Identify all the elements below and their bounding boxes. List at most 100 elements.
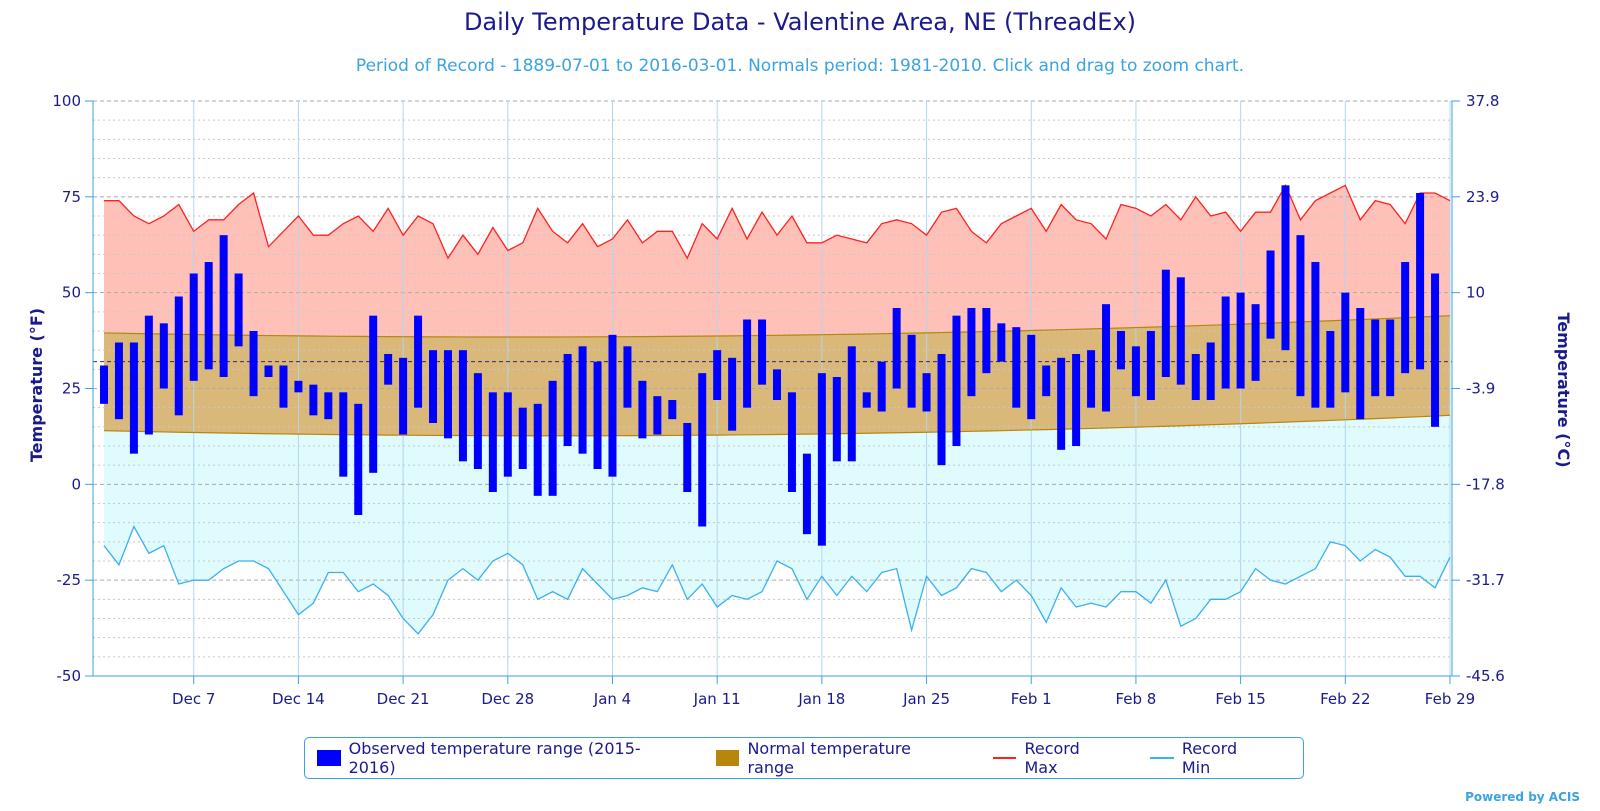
y-tick-label-right: 10 <box>1466 284 1485 302</box>
observed-bar <box>548 380 557 496</box>
observed-bar <box>1221 296 1230 389</box>
observed-bar <box>339 392 348 477</box>
x-tick-label: Feb 15 <box>1215 690 1265 708</box>
observed-bar <box>593 361 602 469</box>
observed-bar <box>533 403 542 496</box>
observed-bar <box>668 400 677 420</box>
observed-bar <box>1266 250 1275 339</box>
y-tick-label: 50 <box>62 284 81 302</box>
observed-bar <box>129 342 138 454</box>
y-tick-label: 75 <box>62 188 81 206</box>
y-tick-label-right: 37.8 <box>1466 92 1499 110</box>
observed-bar <box>159 323 168 389</box>
x-tick-label: Dec 7 <box>172 690 215 708</box>
axes: 100 75 50 25 0 -25 -50 37.8 23.9 10 -3.9 -17.8 -31.7… <box>52 92 1504 708</box>
observed-bar <box>384 354 393 385</box>
legend-label-record-min: Record Min <box>1181 739 1238 777</box>
observed-bar <box>802 453 811 535</box>
observed-bar <box>638 380 647 439</box>
legend-item-record-min[interactable]: Record Min <box>1150 739 1269 777</box>
x-tick-label: Dec 28 <box>481 690 534 708</box>
observed-bar <box>1176 277 1185 385</box>
observed-bar <box>758 319 767 385</box>
observed-bar <box>369 315 378 473</box>
observed-bar <box>324 392 333 420</box>
observed-bar <box>503 392 512 477</box>
observed-bar <box>309 384 318 416</box>
x-tick-label: Jan 4 <box>593 690 631 708</box>
observed-bar <box>1356 308 1365 420</box>
observed-bar <box>114 342 123 420</box>
y-axis-title-right: Temperature (°C) <box>1554 312 1573 467</box>
observed-bar <box>728 357 737 431</box>
observed-bar <box>683 423 692 492</box>
observed-bar <box>1236 292 1245 389</box>
legend-swatch-observed <box>317 750 341 766</box>
observed-bar <box>1161 269 1170 377</box>
x-tick-label: Dec 21 <box>377 690 430 708</box>
x-tick-label: Jan 25 <box>902 690 950 708</box>
observed-bar <box>219 235 228 377</box>
observed-bar <box>189 273 198 381</box>
observed-bar <box>698 373 707 527</box>
y-tick-label: -25 <box>57 571 82 589</box>
y-tick-label: 100 <box>52 92 81 110</box>
legend-item-observed[interactable]: Observed temperature range (2015-2016) <box>317 739 682 777</box>
observed-bar <box>892 308 901 389</box>
observed-bar <box>1072 354 1081 446</box>
observed-bar <box>773 369 781 400</box>
chart-subtitle: Period of Record - 1889-07-01 to 2016-03… <box>355 56 1245 76</box>
observed-bar <box>354 403 363 515</box>
observed-bar <box>1251 304 1260 381</box>
observed-bar <box>1386 319 1395 397</box>
observed-bar <box>399 357 408 435</box>
observed-bar <box>563 354 572 446</box>
observed-bar <box>982 308 991 374</box>
x-tick-label: Feb 8 <box>1115 690 1156 708</box>
observed-bar <box>174 296 183 416</box>
range-fills <box>104 185 1450 634</box>
observed-bar <box>578 346 587 454</box>
observed-bar <box>937 354 946 466</box>
observed-bar <box>608 334 617 477</box>
record-max-line <box>104 183 1451 260</box>
observed-bar <box>204 262 213 370</box>
observed-bar <box>1401 262 1410 374</box>
normal-low-line <box>103 414 1451 437</box>
legend-label-normal: Normal temperature range <box>747 739 911 777</box>
y-tick-label-right: -17.8 <box>1466 475 1505 493</box>
observed-bars[interactable] <box>100 185 1440 546</box>
observed-bar <box>1087 350 1096 408</box>
observed-bar <box>1042 365 1051 397</box>
legend-label-observed: Observed temperature range (2015-2016) <box>348 739 641 777</box>
observed-bar <box>279 365 288 408</box>
chart-legend: Observed temperature range (2015-2016) N… <box>304 737 1304 779</box>
observed-bar <box>1191 354 1200 400</box>
y-tick-label: 25 <box>62 380 81 398</box>
y-tick-label: 0 <box>71 475 81 493</box>
observed-bar <box>1281 185 1290 351</box>
legend-item-record-max[interactable]: Record Max <box>992 739 1116 777</box>
legend-label-record-max: Record Max <box>1024 739 1080 777</box>
observed-bar <box>264 365 273 377</box>
x-tick-label: Jan 11 <box>693 690 741 708</box>
legend-item-normal[interactable]: Normal temperature range <box>715 739 959 777</box>
observed-bar <box>1311 262 1320 408</box>
observed-bar <box>817 373 826 546</box>
observed-bar <box>653 396 662 435</box>
credits-link[interactable]: Powered by ACIS <box>1465 790 1580 804</box>
observed-bar <box>1416 193 1425 370</box>
x-tick-label: Feb 22 <box>1320 690 1370 708</box>
observed-bar <box>922 373 931 412</box>
observed-bar <box>623 346 632 408</box>
observed-bar <box>1102 304 1111 412</box>
y-tick-label: -50 <box>57 667 82 685</box>
observed-bar <box>862 392 871 408</box>
observed-bar <box>1116 331 1125 370</box>
observed-bar <box>443 350 452 439</box>
observed-bar <box>713 350 722 400</box>
observed-bar <box>952 315 961 446</box>
observed-bar <box>1431 273 1440 427</box>
chart-title: Daily Temperature Data - Valentine Area,… <box>463 8 1137 36</box>
